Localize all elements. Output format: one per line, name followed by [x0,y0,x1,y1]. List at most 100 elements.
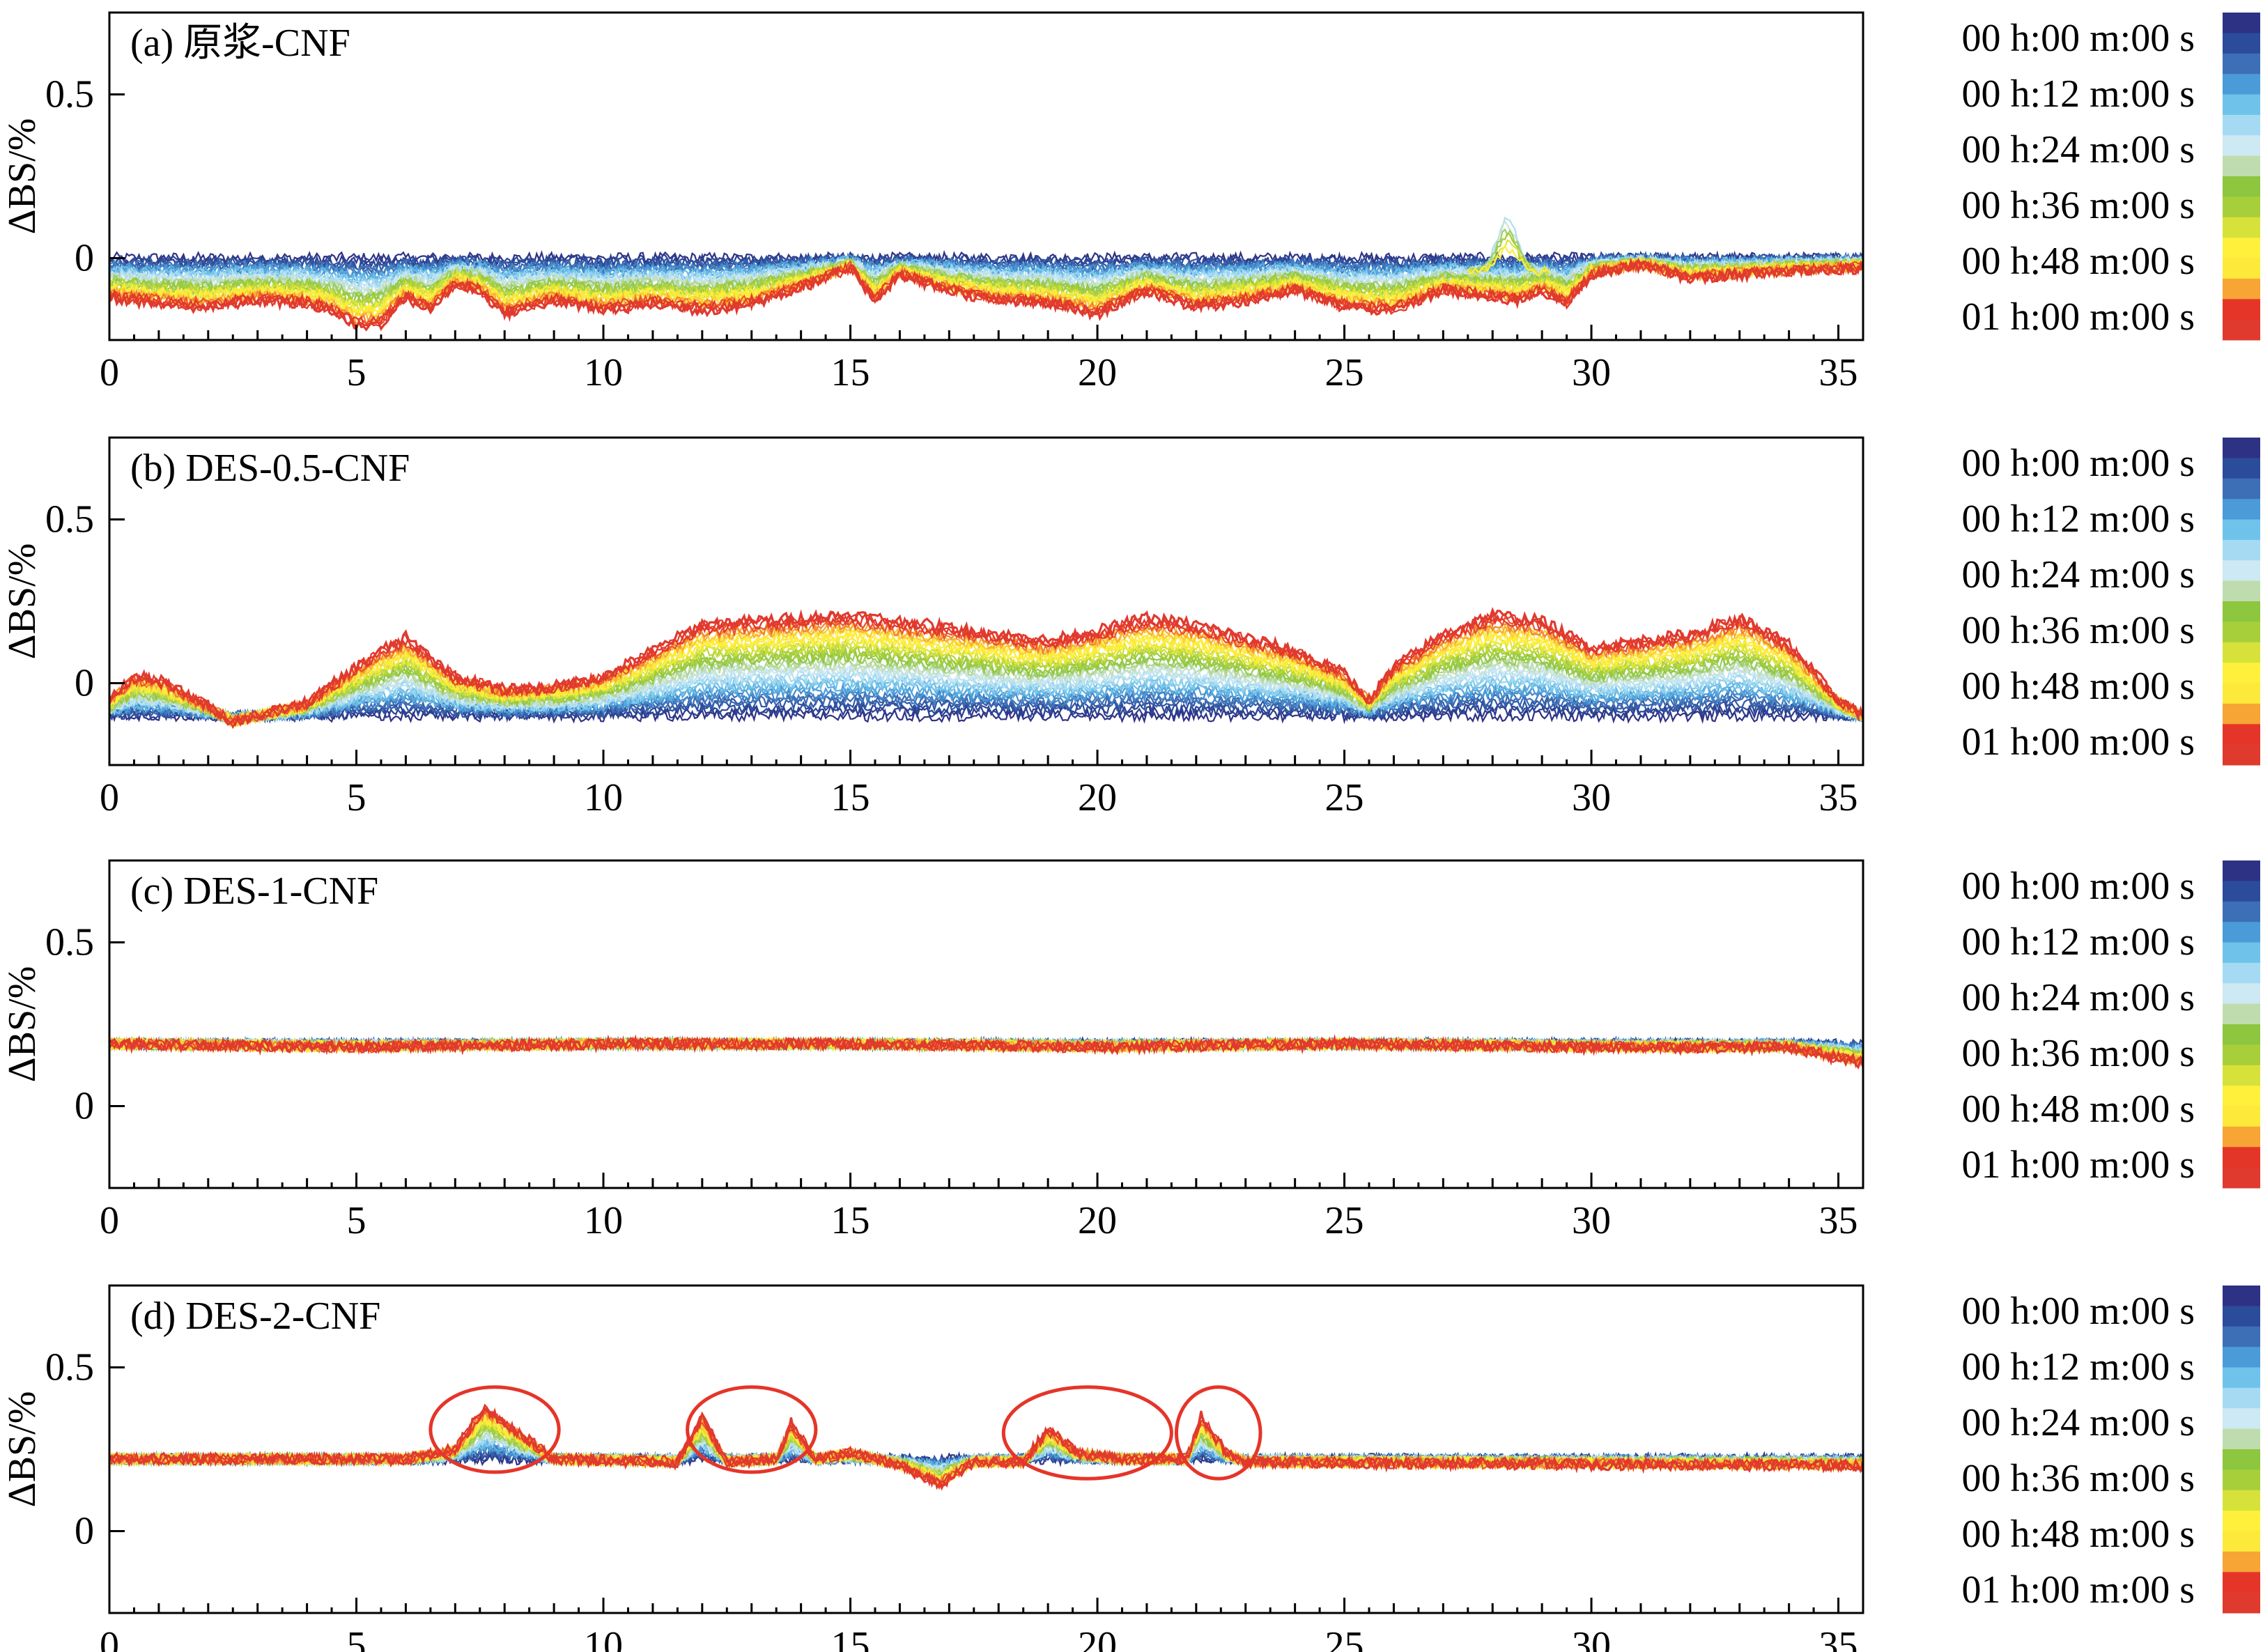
highlight-ellipse [1001,1385,1173,1481]
x-tick-label: 5 [347,1624,366,1652]
colorbar-segment [2223,744,2260,766]
colorbar-segment [2223,519,2260,541]
plot-frame [108,1284,1864,1614]
panel-label: (c) DES-1-CNF [130,870,378,913]
trace-22 [108,1419,1864,1484]
colorbar-segment [2223,1428,2260,1450]
trace-23 [109,638,1864,725]
legend-label: 00 h:36 m:00 s [1962,1032,2195,1075]
trace-35 [109,1034,1864,1070]
trace-17 [109,1427,1864,1479]
legend-label: 00 h:24 m:00 s [1962,128,2195,171]
x-tick-label: 35 [1819,776,1858,819]
trace-27 [109,1410,1864,1488]
trace-7 [109,681,1864,724]
trace-35 [108,1407,1864,1491]
x-tick-label: 20 [1078,1624,1117,1652]
trace-12 [108,667,1864,726]
y-tick-label: 0 [75,662,94,705]
y-axis-label: ΔBS/% [1,966,44,1083]
legend-label: 00 h:48 m:00 s [1962,1513,2195,1556]
trace-19 [109,1424,1864,1481]
legend-label: 00 h:00 m:00 s [1962,442,2195,485]
x-tick-label: 20 [1078,776,1117,819]
colorbar-segment [2223,176,2260,197]
trace-29 [109,1408,1864,1486]
colorbar-segment [2223,258,2260,279]
x-tick-label: 20 [1078,1199,1117,1242]
trace-15 [109,660,1864,725]
colorbar-segment [2223,1326,2260,1348]
peak-trace [1467,244,1550,277]
trace-30 [109,1405,1864,1489]
legend-label: 01 h:00 m:00 s [1962,1568,2195,1612]
legend-label: 00 h:12 m:00 s [1962,72,2195,116]
x-tick-label: 25 [1325,776,1364,819]
colorbar-segment [2223,1044,2260,1066]
colorbar-segment [2223,539,2260,561]
panel-label: (d) DES-2-CNF [130,1295,380,1338]
colorbar-segment [2223,1306,2260,1327]
x-tick-label: 15 [831,351,870,394]
colorbar-segment [2223,1511,2260,1531]
x-tick-label: 15 [831,776,870,819]
legend-label: 00 h:36 m:00 s [1962,184,2195,227]
x-tick-label: 10 [584,1624,623,1652]
legend-label: 01 h:00 m:00 s [1962,1143,2195,1187]
colorbar-segment [2223,1551,2260,1573]
colorbar-segment [2223,278,2260,300]
colorbar-segment [2223,458,2260,479]
colorbar-segment [2223,499,2260,520]
y-tick-label: 0.5 [45,1346,94,1389]
trace-25 [108,1417,1864,1481]
colorbar-segment [2223,642,2260,663]
colorbar-segment [2223,1106,2260,1127]
colorbar-segment [2223,601,2260,622]
y-tick-label: 0 [75,1085,94,1128]
legend-label: 00 h:00 m:00 s [1962,865,2195,908]
highlight-ellipse [428,1385,561,1474]
trace-5 [109,689,1864,723]
y-tick-label: 0 [75,237,94,280]
colorbar-segment [2223,1003,2260,1025]
x-tick-label: 10 [584,1199,623,1242]
colorbar-segment [2223,1449,2260,1470]
y-axis-label: ΔBS/% [1,118,44,235]
trace-1 [108,703,1864,723]
colorbar-segment [2223,1387,2260,1409]
x-tick-label: 15 [831,1624,870,1652]
legend-label: 00 h:00 m:00 s [1962,17,2195,60]
trace-35 [108,607,1864,726]
colorbar-segment [2223,901,2260,923]
colorbar-segment [2223,1592,2260,1614]
x-tick-label: 10 [584,351,623,394]
colorbar-segment [2223,94,2260,116]
y-tick-label: 0.5 [45,498,94,541]
colorbar-segment [2223,622,2260,643]
panel-label: (a) 原浆-CNF [130,22,350,65]
trace-2 [108,698,1864,725]
y-tick-label: 0.5 [45,921,94,964]
colorbar-segment [2223,53,2260,75]
colorbar-segment [2223,1408,2260,1430]
legend-label: 00 h:24 m:00 s [1962,1401,2195,1444]
x-tick-label: 30 [1572,1199,1611,1242]
trace-35 [108,257,1864,332]
colorbar-segment [2223,1367,2260,1389]
x-tick-label: 30 [1572,1624,1611,1652]
colorbar-segment [2223,114,2260,136]
trace-32 [109,1405,1864,1488]
colorbar-segment [2223,1572,2260,1593]
plot-frame [108,11,1864,341]
colorbar-segment [2223,196,2260,218]
legend-label: 00 h:24 m:00 s [1962,976,2195,1019]
colorbar-segment [2223,703,2260,725]
legend: 00 h:00 m:00 s 00 h:12 m:00 s 00 h:24 m:00… [1962,438,2260,766]
colorbar-segment [2223,560,2260,582]
colorbar-segment [2223,438,2260,458]
